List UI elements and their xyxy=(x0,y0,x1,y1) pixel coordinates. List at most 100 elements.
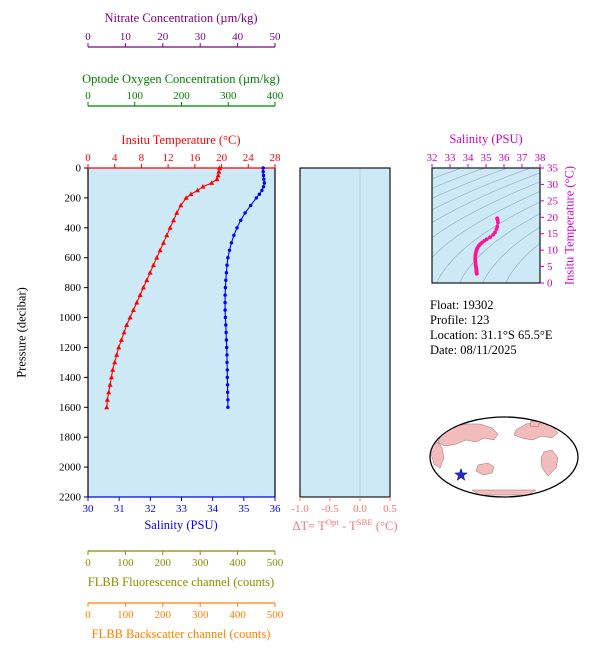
delta-t-title-part: (°C) xyxy=(372,519,398,534)
triangle-marker xyxy=(164,232,170,238)
backscatter-axis: 0 100 200 300 400 500 xyxy=(85,602,284,621)
triangle-marker xyxy=(106,389,112,395)
tick-label: 32 xyxy=(145,503,156,515)
tick-label: 24 xyxy=(243,152,255,164)
circle-marker xyxy=(224,338,229,342)
triangle-marker xyxy=(114,352,120,357)
temperature-axis: 0 4 8 12 16 20 24 28 xyxy=(85,152,281,169)
triangle-marker xyxy=(161,240,166,245)
sigma-contour-line xyxy=(432,168,485,189)
tick-label: 36 xyxy=(270,503,282,515)
circle-marker xyxy=(261,185,266,189)
tick-label: 38 xyxy=(535,152,547,164)
sigma-contour-line xyxy=(459,213,540,283)
triangle-marker xyxy=(127,314,133,320)
triangle-marker xyxy=(171,217,176,223)
pressure-axis-title: Pressure (decibar) xyxy=(14,287,29,378)
circle-marker xyxy=(254,196,258,200)
continent-shape xyxy=(471,489,537,496)
circle-marker xyxy=(260,188,264,193)
tick-label: 0.0 xyxy=(353,503,367,515)
circle-marker xyxy=(239,218,243,222)
triangle-marker xyxy=(154,255,160,260)
float-position-star-icon xyxy=(454,467,468,481)
tick-label: -0.5 xyxy=(321,503,339,515)
tick-label: 34 xyxy=(463,152,475,164)
profile-number-text: Profile: 123 xyxy=(430,313,490,327)
circle-marker xyxy=(223,308,227,312)
main-profile-plot: 0200400600800100012001400160018002000220… xyxy=(59,31,284,621)
circle-marker xyxy=(257,192,262,196)
tick-label: 20 xyxy=(157,31,169,43)
triangle-marker xyxy=(147,270,153,275)
triangle-marker xyxy=(134,299,140,305)
circle-marker xyxy=(262,181,267,185)
triangle-marker xyxy=(183,195,189,200)
sigma-contour-line xyxy=(432,191,540,258)
circle-marker xyxy=(224,271,229,275)
triangle-marker xyxy=(144,277,150,283)
continent-shape xyxy=(540,449,559,477)
triangle-marker xyxy=(104,397,110,402)
tick-label: 0 xyxy=(85,152,91,164)
sigma-contour-line xyxy=(505,242,540,283)
nitrate-axis-title: Nitrate Concentration (µm/kg) xyxy=(104,11,258,25)
tick-label: 36 xyxy=(499,152,511,164)
tick-label: 35 xyxy=(481,152,493,164)
triangle-marker xyxy=(116,344,122,350)
triangle-marker xyxy=(200,184,206,189)
tick-label: 0 xyxy=(85,609,91,621)
tick-label: 15 xyxy=(547,228,559,240)
tick-label: 2000 xyxy=(59,462,82,474)
triangle-marker xyxy=(104,404,110,410)
triangle-marker xyxy=(150,262,156,268)
circle-marker xyxy=(223,300,227,305)
temperature-axis-title: Insitu Temperature (°C) xyxy=(121,133,241,147)
delta-t-plot-background xyxy=(300,168,390,497)
circle-marker xyxy=(249,203,253,208)
main-plot-background xyxy=(88,168,275,497)
tick-label: 300 xyxy=(192,557,209,569)
circle-marker xyxy=(235,226,239,230)
tick-label: 37 xyxy=(517,152,529,164)
tick-label: 1000 xyxy=(59,312,82,324)
tick-label: 12 xyxy=(163,152,174,164)
tick-label: 1400 xyxy=(59,372,82,384)
tick-label: 33 xyxy=(445,152,457,164)
tick-label: 34 xyxy=(207,503,219,515)
ts-marker xyxy=(474,271,479,276)
triangle-marker xyxy=(209,180,215,185)
circle-marker xyxy=(227,248,232,252)
triangle-marker xyxy=(195,187,200,193)
tick-label: 30 xyxy=(195,31,207,43)
fluorescence-axis-title: FLBB Fluorescence channel (counts) xyxy=(87,575,275,589)
nitrate-axis: 0 10 20 30 40 50 xyxy=(85,31,282,48)
tick-label: 0 xyxy=(547,278,553,290)
sigma-contour-line xyxy=(432,181,540,239)
tick-label: 100 xyxy=(117,609,134,621)
circle-marker xyxy=(223,293,227,297)
tick-label: 50 xyxy=(270,31,282,43)
circle-marker xyxy=(226,256,230,260)
tick-label: 0 xyxy=(85,90,91,102)
tick-label: 1200 xyxy=(59,342,82,354)
tick-label: 8 xyxy=(139,152,145,164)
tick-label: 200 xyxy=(155,557,172,569)
tick-label: 1800 xyxy=(59,432,82,444)
circle-marker xyxy=(224,330,228,335)
circle-marker xyxy=(225,263,229,267)
fluorescence-axis: 0 100 200 300 400 500 xyxy=(85,550,284,569)
tick-label: -1.0 xyxy=(291,503,309,515)
triangle-marker xyxy=(107,382,113,387)
tick-label: 200 xyxy=(65,192,82,204)
circle-marker xyxy=(223,285,228,290)
tick-label: 20 xyxy=(547,212,559,224)
backscatter-axis-title: FLBB Backscatter channel (counts) xyxy=(91,627,271,641)
tick-label: 10 xyxy=(547,245,559,257)
tick-label: 35 xyxy=(547,163,559,175)
circle-marker xyxy=(225,368,229,372)
tick-label: 33 xyxy=(176,503,188,515)
delta-t-title-sup-opt: Opt xyxy=(325,517,339,527)
